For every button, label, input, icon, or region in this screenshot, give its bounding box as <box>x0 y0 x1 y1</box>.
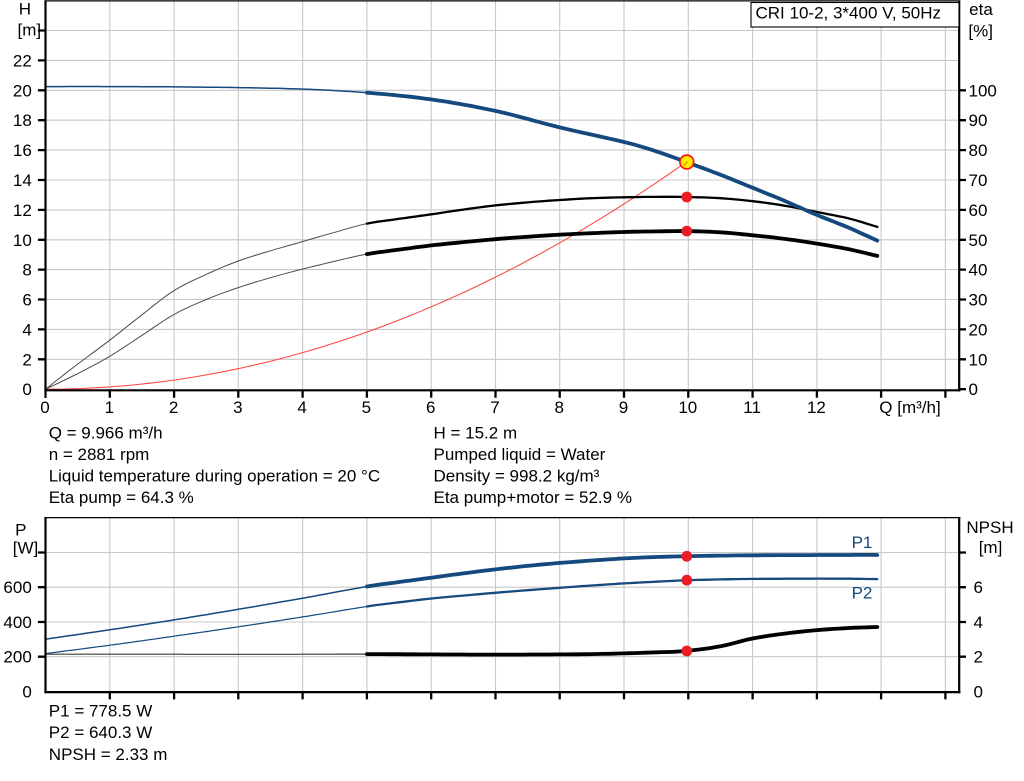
svg-text:8: 8 <box>554 398 563 417</box>
svg-text:4: 4 <box>22 320 31 339</box>
svg-text:Q [m³/h]: Q [m³/h] <box>879 398 940 417</box>
svg-text:n = 2881 rpm: n = 2881 rpm <box>49 445 150 464</box>
svg-text:[W]: [W] <box>13 538 39 557</box>
svg-text:100: 100 <box>969 81 997 100</box>
svg-text:12: 12 <box>13 201 32 220</box>
svg-text:NPSH = 2.33 m: NPSH = 2.33 m <box>49 745 168 764</box>
svg-text:30: 30 <box>969 291 988 310</box>
svg-text:P: P <box>15 520 26 539</box>
svg-text:2: 2 <box>22 350 31 369</box>
svg-text:6: 6 <box>974 578 983 597</box>
svg-text:16: 16 <box>13 141 32 160</box>
svg-text:4: 4 <box>297 398 306 417</box>
svg-text:5: 5 <box>362 398 371 417</box>
svg-text:6: 6 <box>22 291 31 310</box>
svg-text:1: 1 <box>105 398 114 417</box>
svg-text:2: 2 <box>974 648 983 667</box>
svg-text:40: 40 <box>969 261 988 280</box>
svg-text:10: 10 <box>969 350 988 369</box>
svg-text:8: 8 <box>22 261 31 280</box>
svg-text:[%]: [%] <box>968 21 993 40</box>
svg-text:90: 90 <box>969 111 988 130</box>
svg-text:0: 0 <box>974 682 983 701</box>
svg-text:11: 11 <box>743 398 761 417</box>
svg-text:14: 14 <box>13 171 32 190</box>
svg-text:6: 6 <box>426 398 435 417</box>
svg-text:9: 9 <box>619 398 628 417</box>
svg-text:P2: P2 <box>852 583 873 602</box>
svg-text:H = 15.2 m: H = 15.2 m <box>434 424 518 443</box>
svg-text:400: 400 <box>3 613 31 632</box>
svg-text:60: 60 <box>969 201 988 220</box>
svg-text:0: 0 <box>969 380 978 399</box>
svg-text:Pumped liquid = Water: Pumped liquid = Water <box>434 445 606 464</box>
svg-text:10: 10 <box>13 231 32 250</box>
svg-text:50: 50 <box>969 231 988 250</box>
svg-text:2: 2 <box>169 398 178 417</box>
svg-text:22: 22 <box>13 51 32 70</box>
svg-text:Eta pump = 64.3 %: Eta pump = 64.3 % <box>49 488 194 507</box>
svg-text:Q = 9.966 m³/h: Q = 9.966 m³/h <box>49 424 163 443</box>
svg-text:P1: P1 <box>852 533 873 552</box>
svg-text:3: 3 <box>233 398 242 417</box>
svg-text:Liquid temperature during oper: Liquid temperature during operation = 20… <box>49 467 380 486</box>
svg-text:[m]: [m] <box>979 538 1003 557</box>
svg-text:CRI 10-2, 3*400 V, 50Hz: CRI 10-2, 3*400 V, 50Hz <box>756 4 942 23</box>
svg-text:P1 = 778.5 W: P1 = 778.5 W <box>49 702 152 721</box>
svg-text:70: 70 <box>969 171 988 190</box>
svg-text:NPSH: NPSH <box>966 518 1013 537</box>
svg-text:20: 20 <box>13 81 32 100</box>
svg-text:20: 20 <box>969 320 988 339</box>
svg-text:Density = 998.2 kg/m³: Density = 998.2 kg/m³ <box>434 467 600 486</box>
svg-text:0: 0 <box>40 398 49 417</box>
svg-text:600: 600 <box>3 578 31 597</box>
svg-text:4: 4 <box>974 613 983 632</box>
svg-text:H: H <box>19 0 31 19</box>
svg-text:0: 0 <box>22 682 31 701</box>
svg-text:200: 200 <box>3 648 31 667</box>
svg-text:P2 = 640.3 W: P2 = 640.3 W <box>49 723 152 742</box>
svg-text:10: 10 <box>678 398 697 417</box>
svg-text:80: 80 <box>969 141 988 160</box>
svg-text:12: 12 <box>807 398 826 417</box>
svg-text:Eta pump+motor = 52.9 %: Eta pump+motor = 52.9 % <box>434 488 632 507</box>
svg-text:[m]: [m] <box>17 21 41 40</box>
svg-text:0: 0 <box>22 380 31 399</box>
svg-text:eta: eta <box>969 0 993 19</box>
svg-text:7: 7 <box>490 398 499 417</box>
svg-text:18: 18 <box>13 111 32 130</box>
